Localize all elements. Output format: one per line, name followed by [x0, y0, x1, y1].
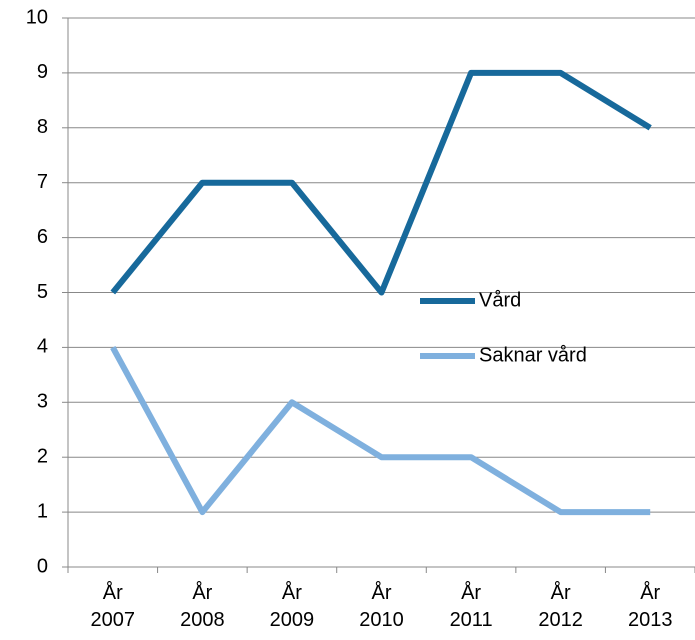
y-tick-label: 7: [37, 171, 48, 193]
y-tick-label: 9: [37, 61, 48, 83]
y-tick-label: 2: [37, 445, 48, 467]
y-tick-label: 1: [37, 500, 48, 522]
x-tick-label: År 2012: [538, 581, 583, 631]
y-tick-label: 0: [37, 555, 48, 577]
y-tick-label: 8: [37, 116, 48, 138]
y-tick-label: 6: [37, 226, 48, 248]
x-tick-label: År 2013: [628, 581, 673, 631]
x-tick-label: År 2008: [180, 581, 225, 631]
series-line: [110, 345, 651, 516]
y-tick-label: 10: [26, 6, 48, 28]
y-tick-label: 5: [37, 281, 48, 303]
y-tick-label: 3: [37, 391, 48, 413]
x-tick-label: År 2007: [91, 581, 136, 631]
legend-label: Saknar vård: [479, 344, 587, 366]
x-tick-label: År 2009: [270, 581, 315, 631]
y-tick-label: 4: [37, 336, 48, 358]
x-tick-label: År 2010: [359, 581, 404, 631]
x-tick-label: År 2011: [450, 581, 493, 631]
series-line: [110, 69, 652, 296]
legend-label: Vård: [479, 289, 521, 311]
